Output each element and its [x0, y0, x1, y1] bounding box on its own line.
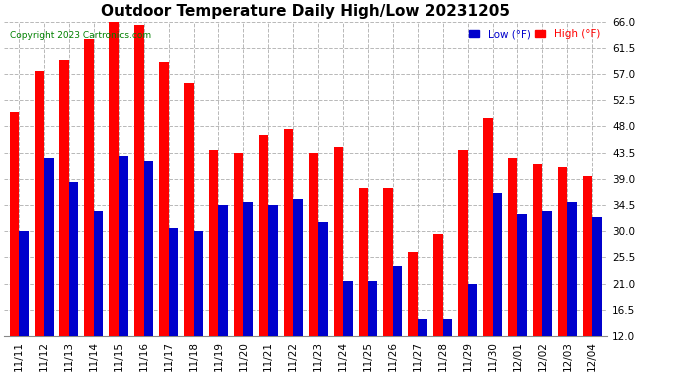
- Bar: [333, 147, 343, 336]
- Bar: [119, 156, 128, 336]
- Bar: [259, 135, 268, 336]
- Bar: [284, 129, 293, 336]
- Bar: [184, 83, 194, 336]
- Bar: [359, 188, 368, 336]
- Bar: [533, 164, 542, 336]
- Bar: [159, 63, 168, 336]
- Bar: [109, 19, 119, 336]
- Bar: [318, 222, 328, 336]
- Bar: [168, 228, 178, 336]
- Bar: [219, 205, 228, 336]
- Bar: [468, 284, 477, 336]
- Bar: [384, 188, 393, 336]
- Bar: [293, 199, 303, 336]
- Bar: [34, 71, 44, 336]
- Bar: [308, 153, 318, 336]
- Legend: Low (°F), High (°F): Low (°F), High (°F): [467, 27, 602, 41]
- Bar: [94, 211, 104, 336]
- Bar: [458, 150, 468, 336]
- Bar: [443, 318, 452, 336]
- Bar: [234, 153, 244, 336]
- Bar: [418, 318, 427, 336]
- Bar: [44, 159, 54, 336]
- Bar: [209, 150, 219, 336]
- Bar: [268, 205, 278, 336]
- Bar: [542, 211, 552, 336]
- Bar: [194, 231, 203, 336]
- Bar: [343, 280, 353, 336]
- Bar: [583, 176, 592, 336]
- Bar: [567, 202, 577, 336]
- Bar: [433, 234, 443, 336]
- Bar: [19, 231, 28, 336]
- Bar: [508, 159, 518, 336]
- Bar: [84, 39, 94, 336]
- Bar: [10, 112, 19, 336]
- Bar: [393, 266, 402, 336]
- Bar: [592, 217, 602, 336]
- Bar: [144, 161, 153, 336]
- Text: Copyright 2023 Cartronics.com: Copyright 2023 Cartronics.com: [10, 31, 151, 40]
- Bar: [135, 25, 144, 336]
- Bar: [59, 60, 69, 336]
- Bar: [69, 182, 79, 336]
- Bar: [244, 202, 253, 336]
- Bar: [408, 252, 418, 336]
- Bar: [558, 167, 567, 336]
- Title: Outdoor Temperature Daily High/Low 20231205: Outdoor Temperature Daily High/Low 20231…: [101, 4, 510, 19]
- Bar: [493, 194, 502, 336]
- Bar: [518, 214, 527, 336]
- Bar: [483, 118, 493, 336]
- Bar: [368, 280, 377, 336]
